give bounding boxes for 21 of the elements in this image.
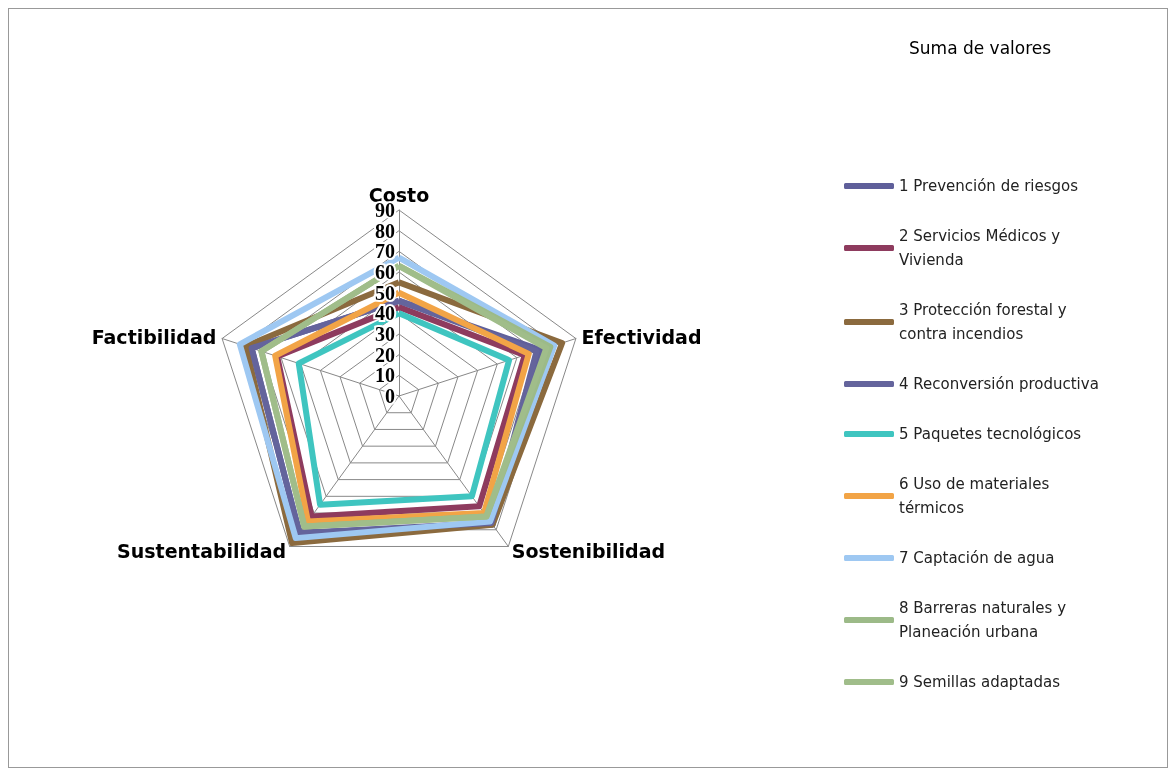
y-tick-label: 0 xyxy=(385,385,395,407)
y-tick-label: 60 xyxy=(375,261,395,283)
legend-label: 7 Captación de agua xyxy=(899,549,1055,567)
y-tick-label: 10 xyxy=(375,364,395,387)
legend-label: 3 Protección forestal y contra incendios xyxy=(899,301,1072,343)
legend-title: Suma de valores xyxy=(909,37,1052,58)
spoke-label: Sostenibilidad xyxy=(511,540,666,563)
y-tick-label: 70 xyxy=(375,240,395,263)
y-tick-label: 20 xyxy=(375,343,395,366)
spoke-label: Efectividad xyxy=(581,325,702,348)
spoke-label: Sustentabilidad xyxy=(117,540,287,563)
legend-label: 9 Semillas adaptadas xyxy=(899,673,1061,691)
y-tick-label: 30 xyxy=(375,323,395,345)
spoke-label: Factibilidad xyxy=(91,325,217,348)
legend-label: 5 Paquetes tecnológicos xyxy=(899,425,1082,443)
legend-label: 1 Prevención de riesgos xyxy=(899,177,1079,195)
legend-label: 8 Barreras naturales y Planeación urbana xyxy=(899,599,1071,641)
y-tick-label: 80 xyxy=(375,219,395,242)
legend-label: 2 Servicios Médicos y Vivienda xyxy=(899,227,1065,269)
legend-label: 4 Reconversión productiva xyxy=(899,375,1099,393)
legend-label: 6 Uso de materiales térmicos xyxy=(899,475,1054,517)
